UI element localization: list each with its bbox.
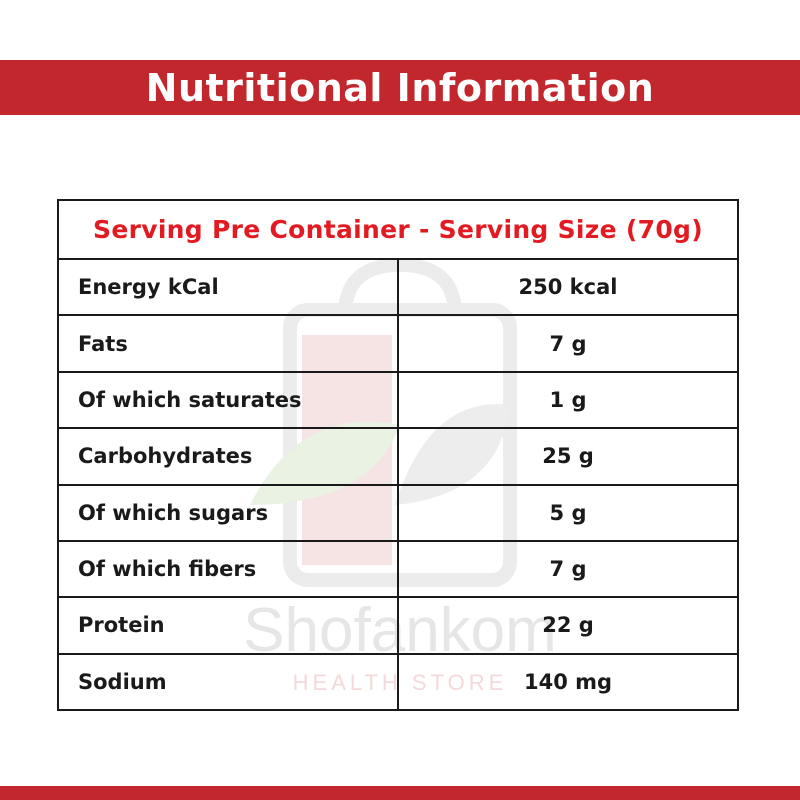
page-title: Nutritional Information [145, 65, 655, 110]
nutrient-value: 250 kcal [397, 257, 739, 317]
nutrient-value: 7 g [397, 314, 739, 373]
table-row: Sodium 140 mg [57, 652, 739, 712]
serving-heading: Serving Pre Container - Serving Size (70… [57, 199, 739, 260]
nutrient-label: Of which saturates [57, 370, 399, 430]
nutrient-value: 7 g [397, 539, 739, 599]
table-row: Of which sugars 5 g [57, 483, 739, 542]
nutrient-label: Sodium [57, 652, 399, 712]
table-row: Of which fibers 7 g [57, 539, 739, 599]
table-heading-row: Serving Pre Container - Serving Size (70… [57, 199, 739, 260]
nutrient-label: Fats [57, 314, 399, 373]
bottom-band [0, 786, 800, 800]
nutrition-table: Serving Pre Container - Serving Size (70… [57, 199, 739, 712]
nutrient-value: 5 g [397, 483, 739, 542]
nutrient-label: Of which fibers [57, 539, 399, 599]
nutrient-value: 140 mg [397, 652, 739, 712]
nutrient-label: Energy kCal [57, 257, 399, 317]
nutrient-value: 25 g [397, 427, 739, 486]
nutrient-label: Protein [57, 596, 399, 655]
table-row: Fats 7 g [57, 314, 739, 373]
table-row: Protein 22 g [57, 596, 739, 655]
table-row: Of which saturates 1 g [57, 370, 739, 430]
nutrient-value: 1 g [397, 370, 739, 430]
nutrient-label: Of which sugars [57, 483, 399, 542]
title-banner: Nutritional Information [0, 60, 800, 115]
table-row: Energy kCal 250 kcal [57, 257, 739, 317]
table-row: Carbohydrates 25 g [57, 427, 739, 486]
nutrient-value: 22 g [397, 596, 739, 655]
nutrient-label: Carbohydrates [57, 427, 399, 486]
